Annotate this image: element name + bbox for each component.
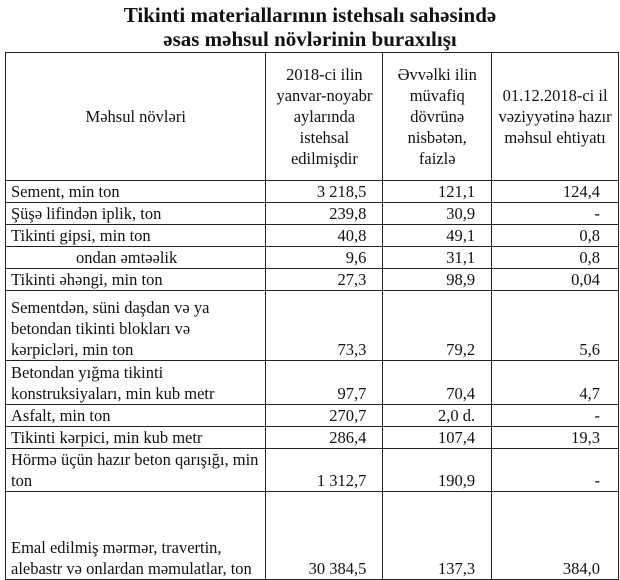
produced-value: 3 218,5 [265,180,384,203]
document-title: Tikinti materiallarının istehsalı sahəsi… [0,3,620,51]
stock-value: 4,7 [491,360,619,405]
product-name: Şüşə lifindən iplik, ton [4,202,267,225]
product-name: ondan əmtəəlik [4,246,267,269]
header-row: Məhsul növləri 2018-ci ilin yanvar-noyab… [4,52,619,181]
stock-value: 124,4 [491,180,619,203]
table-row: Hörmə üçün hazır beton qarışığı, min ton… [4,448,619,492]
produced-value: 27,3 [265,268,384,291]
table-row: Emal edilmiş mərmər, travertin, alebastr… [4,491,619,580]
product-name: Betondan yığma tikinti konstruksiyaları,… [4,360,267,405]
produced-value: 239,8 [265,202,384,225]
percent-value: 107,4 [382,426,493,449]
table-row: Tikinti əhəngi, min ton 27,3 98,9 0,04 [4,268,619,291]
table-row: ondan əmtəəlik 9,6 31,1 0,8 [4,246,619,269]
title-line-1: Tikinti materiallarının istehsalı sahəsi… [123,3,497,27]
header-percent: Əvvəlki ilin müvafiq dövrünə nisbətən, f… [382,52,493,181]
percent-value: 31,1 [382,246,493,269]
stock-value: - [491,202,619,225]
header-produced: 2018-ci ilin yanvar-noyabr aylarında ist… [265,52,384,181]
stock-value: - [491,448,619,492]
production-table: Məhsul növləri 2018-ci ilin yanvar-noyab… [4,52,619,580]
percent-value: 121,1 [382,180,493,203]
produced-value: 9,6 [265,246,384,269]
percent-value: 49,1 [382,224,493,247]
table-row: Tikinti kərpici, min kub metr 286,4 107,4 1… [4,426,619,449]
stock-value: 5,6 [491,290,619,361]
percent-value: 190,9 [382,448,493,492]
table-row: Sementdən, süni daşdan və ya betondan ti… [4,290,619,361]
product-name: Tikinti əhəngi, min ton [4,268,267,291]
table-row: Betondan yığma tikinti konstruksiyaları,… [4,360,619,405]
header-stock: 01.12.2018-ci il vəziyyətinə hazır məhsu… [491,52,619,181]
produced-value: 30 384,5 [265,491,384,580]
produced-value: 97,7 [265,360,384,405]
header-product-types: Məhsul növləri [4,52,267,181]
stock-value: - [491,404,619,427]
produced-value: 73,3 [265,290,384,361]
table-row: Tikinti gipsi, min ton 40,8 49,1 0,8 [4,224,619,247]
product-name: Tikinti gipsi, min ton [4,224,267,247]
percent-value: 79,2 [382,290,493,361]
product-name: Asfalt, min ton [4,404,267,427]
produced-value: 270,7 [265,404,384,427]
stock-value: 0,04 [491,268,619,291]
title-line-2: əsas məhsul növlərinin buraxılışı [163,27,457,51]
stock-value: 384,0 [491,491,619,580]
product-name: Sementdən, süni daşdan və ya betondan ti… [4,290,267,361]
stock-value: 0,8 [491,224,619,247]
percent-value: 30,9 [382,202,493,225]
product-name: Sement, min ton [4,180,267,203]
percent-value: 137,3 [382,491,493,580]
product-name: Emal edilmiş mərmər, travertin, alebastr… [4,491,267,580]
table-row: Şüşə lifindən iplik, ton 239,8 30,9- [4,202,619,225]
percent-value: 70,4 [382,360,493,405]
stock-value: 19,3 [491,426,619,449]
table-row: Sement, min ton 3 218,5 121,1 124,4 [4,180,619,203]
produced-value: 1 312,7 [265,448,384,492]
product-name: Tikinti kərpici, min kub metr [4,426,267,449]
produced-value: 40,8 [265,224,384,247]
stock-value: 0,8 [491,246,619,269]
percent-value: 2,0 d. [382,404,493,427]
produced-value: 286,4 [265,426,384,449]
product-name: Hörmə üçün hazır beton qarışığı, min ton [4,448,267,492]
table-row: Asfalt, min ton 270,7 2,0 d. - [4,404,619,427]
percent-value: 98,9 [382,268,493,291]
